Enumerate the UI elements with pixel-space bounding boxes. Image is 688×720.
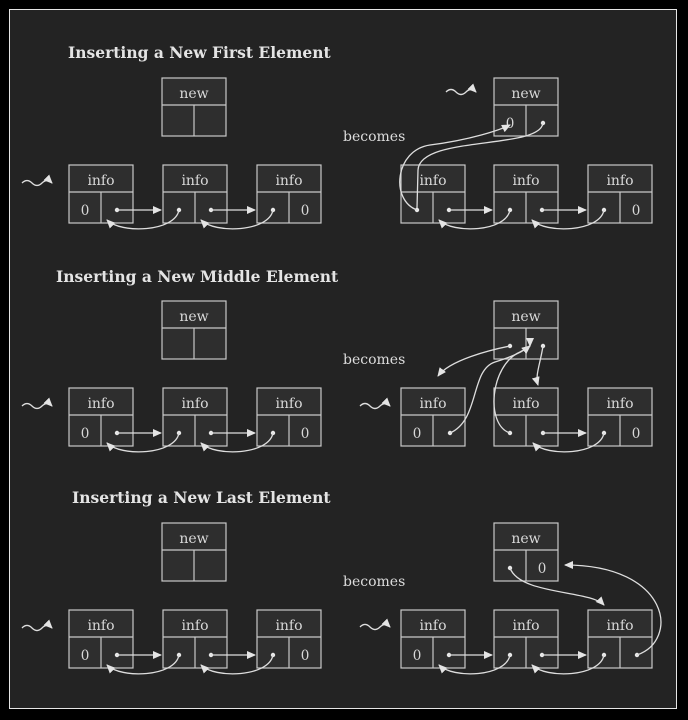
middle-after-node-3: info 0: [587, 387, 653, 447]
prev-link: [531, 654, 605, 675]
node-label: info: [512, 396, 539, 412]
prev-link: [106, 432, 180, 453]
head-pointer: [359, 397, 391, 410]
node-label: info: [606, 618, 633, 634]
becomes-label-middle: becomes: [343, 352, 405, 368]
node-label: info: [275, 396, 302, 412]
new-node-middle-before: new: [161, 300, 227, 360]
head-pointer: [21, 174, 53, 187]
prev-link: [200, 654, 274, 675]
node2-prev-link: [493, 337, 534, 434]
new-node-first-before: new: [161, 77, 227, 137]
null-pointer: 0: [632, 203, 641, 219]
last-before-node-2: info: [162, 609, 228, 669]
null-pointer: 0: [301, 426, 310, 442]
prev-to-new-link: [399, 124, 511, 211]
links-layer: [21, 83, 662, 675]
node-label: new: [179, 86, 208, 102]
node-label: new: [179, 309, 208, 325]
new-prev-link: [509, 567, 605, 606]
node-label: new: [511, 531, 540, 547]
head-pointer: [445, 83, 477, 96]
prev-link: [438, 209, 511, 230]
becomes-label-first: becomes: [343, 129, 405, 145]
new-prev-link: [437, 345, 511, 377]
null-pointer: 0: [81, 426, 90, 442]
new-node-last-after: new 0: [493, 522, 559, 582]
node-label: new: [511, 309, 540, 325]
node-label: info: [512, 618, 539, 634]
middle-after-node-2: info: [493, 387, 559, 447]
becomes-label-last: becomes: [343, 574, 405, 590]
null-pointer: 0: [632, 426, 641, 442]
last-after-node-2: info: [493, 609, 559, 669]
first-after-node-3: info 0: [587, 164, 653, 224]
first-before-node-1: info 0: [68, 164, 134, 224]
node-label: info: [87, 396, 114, 412]
null-pointer: 0: [538, 561, 547, 577]
null-pointer: 0: [81, 648, 90, 664]
middle-before-node-2: info: [162, 387, 228, 447]
nodes-layer: new info 0 info info 0 new 0 info info info 0 new inf…: [68, 77, 653, 669]
prev-link: [532, 432, 605, 453]
node-label: info: [275, 173, 302, 189]
node-label: info: [181, 618, 208, 634]
section-title-first: Inserting a New First Element: [68, 43, 331, 62]
node-label: new: [511, 86, 540, 102]
prev-link: [200, 432, 274, 453]
middle-after-node-1: info 0: [400, 387, 466, 447]
section-title-middle: Inserting a New Middle Element: [56, 267, 339, 286]
prev-link: [531, 209, 605, 230]
node-label: new: [179, 531, 208, 547]
node-label: info: [606, 396, 633, 412]
last-before-node-1: info 0: [68, 609, 134, 669]
middle-before-node-3: info 0: [256, 387, 322, 447]
last-next-link: [564, 561, 662, 656]
null-pointer: 0: [413, 648, 422, 664]
node-label: info: [419, 396, 446, 412]
new-next-link: [531, 345, 544, 386]
null-pointer: 0: [301, 648, 310, 664]
node-label: info: [87, 173, 114, 189]
node-label: info: [87, 618, 114, 634]
prev-link: [200, 209, 274, 230]
node-label: info: [606, 173, 633, 189]
node-label: info: [181, 396, 208, 412]
node-label: info: [512, 173, 539, 189]
first-before-node-2: info: [162, 164, 228, 224]
prev-link: [438, 654, 511, 675]
new-node-last-before: new: [161, 522, 227, 582]
last-before-node-3: info 0: [256, 609, 322, 669]
first-before-node-3: info 0: [256, 164, 322, 224]
first-after-node-2: info: [493, 164, 559, 224]
head-pointer: [21, 619, 53, 632]
prev-link: [106, 654, 180, 675]
prev-link: [106, 209, 180, 230]
node-label: info: [275, 618, 302, 634]
null-pointer: 0: [506, 116, 515, 132]
null-pointer: 0: [413, 426, 422, 442]
null-pointer: 0: [301, 203, 310, 219]
last-after-node-1: info 0: [400, 609, 466, 669]
null-pointer: 0: [81, 203, 90, 219]
new-node-middle-after: new: [493, 300, 559, 360]
node-label: info: [181, 173, 208, 189]
node-label: info: [419, 618, 446, 634]
last-after-node-3: info: [587, 609, 653, 669]
node-label: info: [419, 173, 446, 189]
middle-before-node-1: info 0: [68, 387, 134, 447]
new-next-link: [416, 122, 544, 209]
head-pointer: [359, 618, 391, 631]
section-title-last: Inserting a New Last Element: [72, 488, 331, 507]
first-after-node-1: info: [400, 164, 466, 224]
head-pointer: [21, 397, 53, 410]
